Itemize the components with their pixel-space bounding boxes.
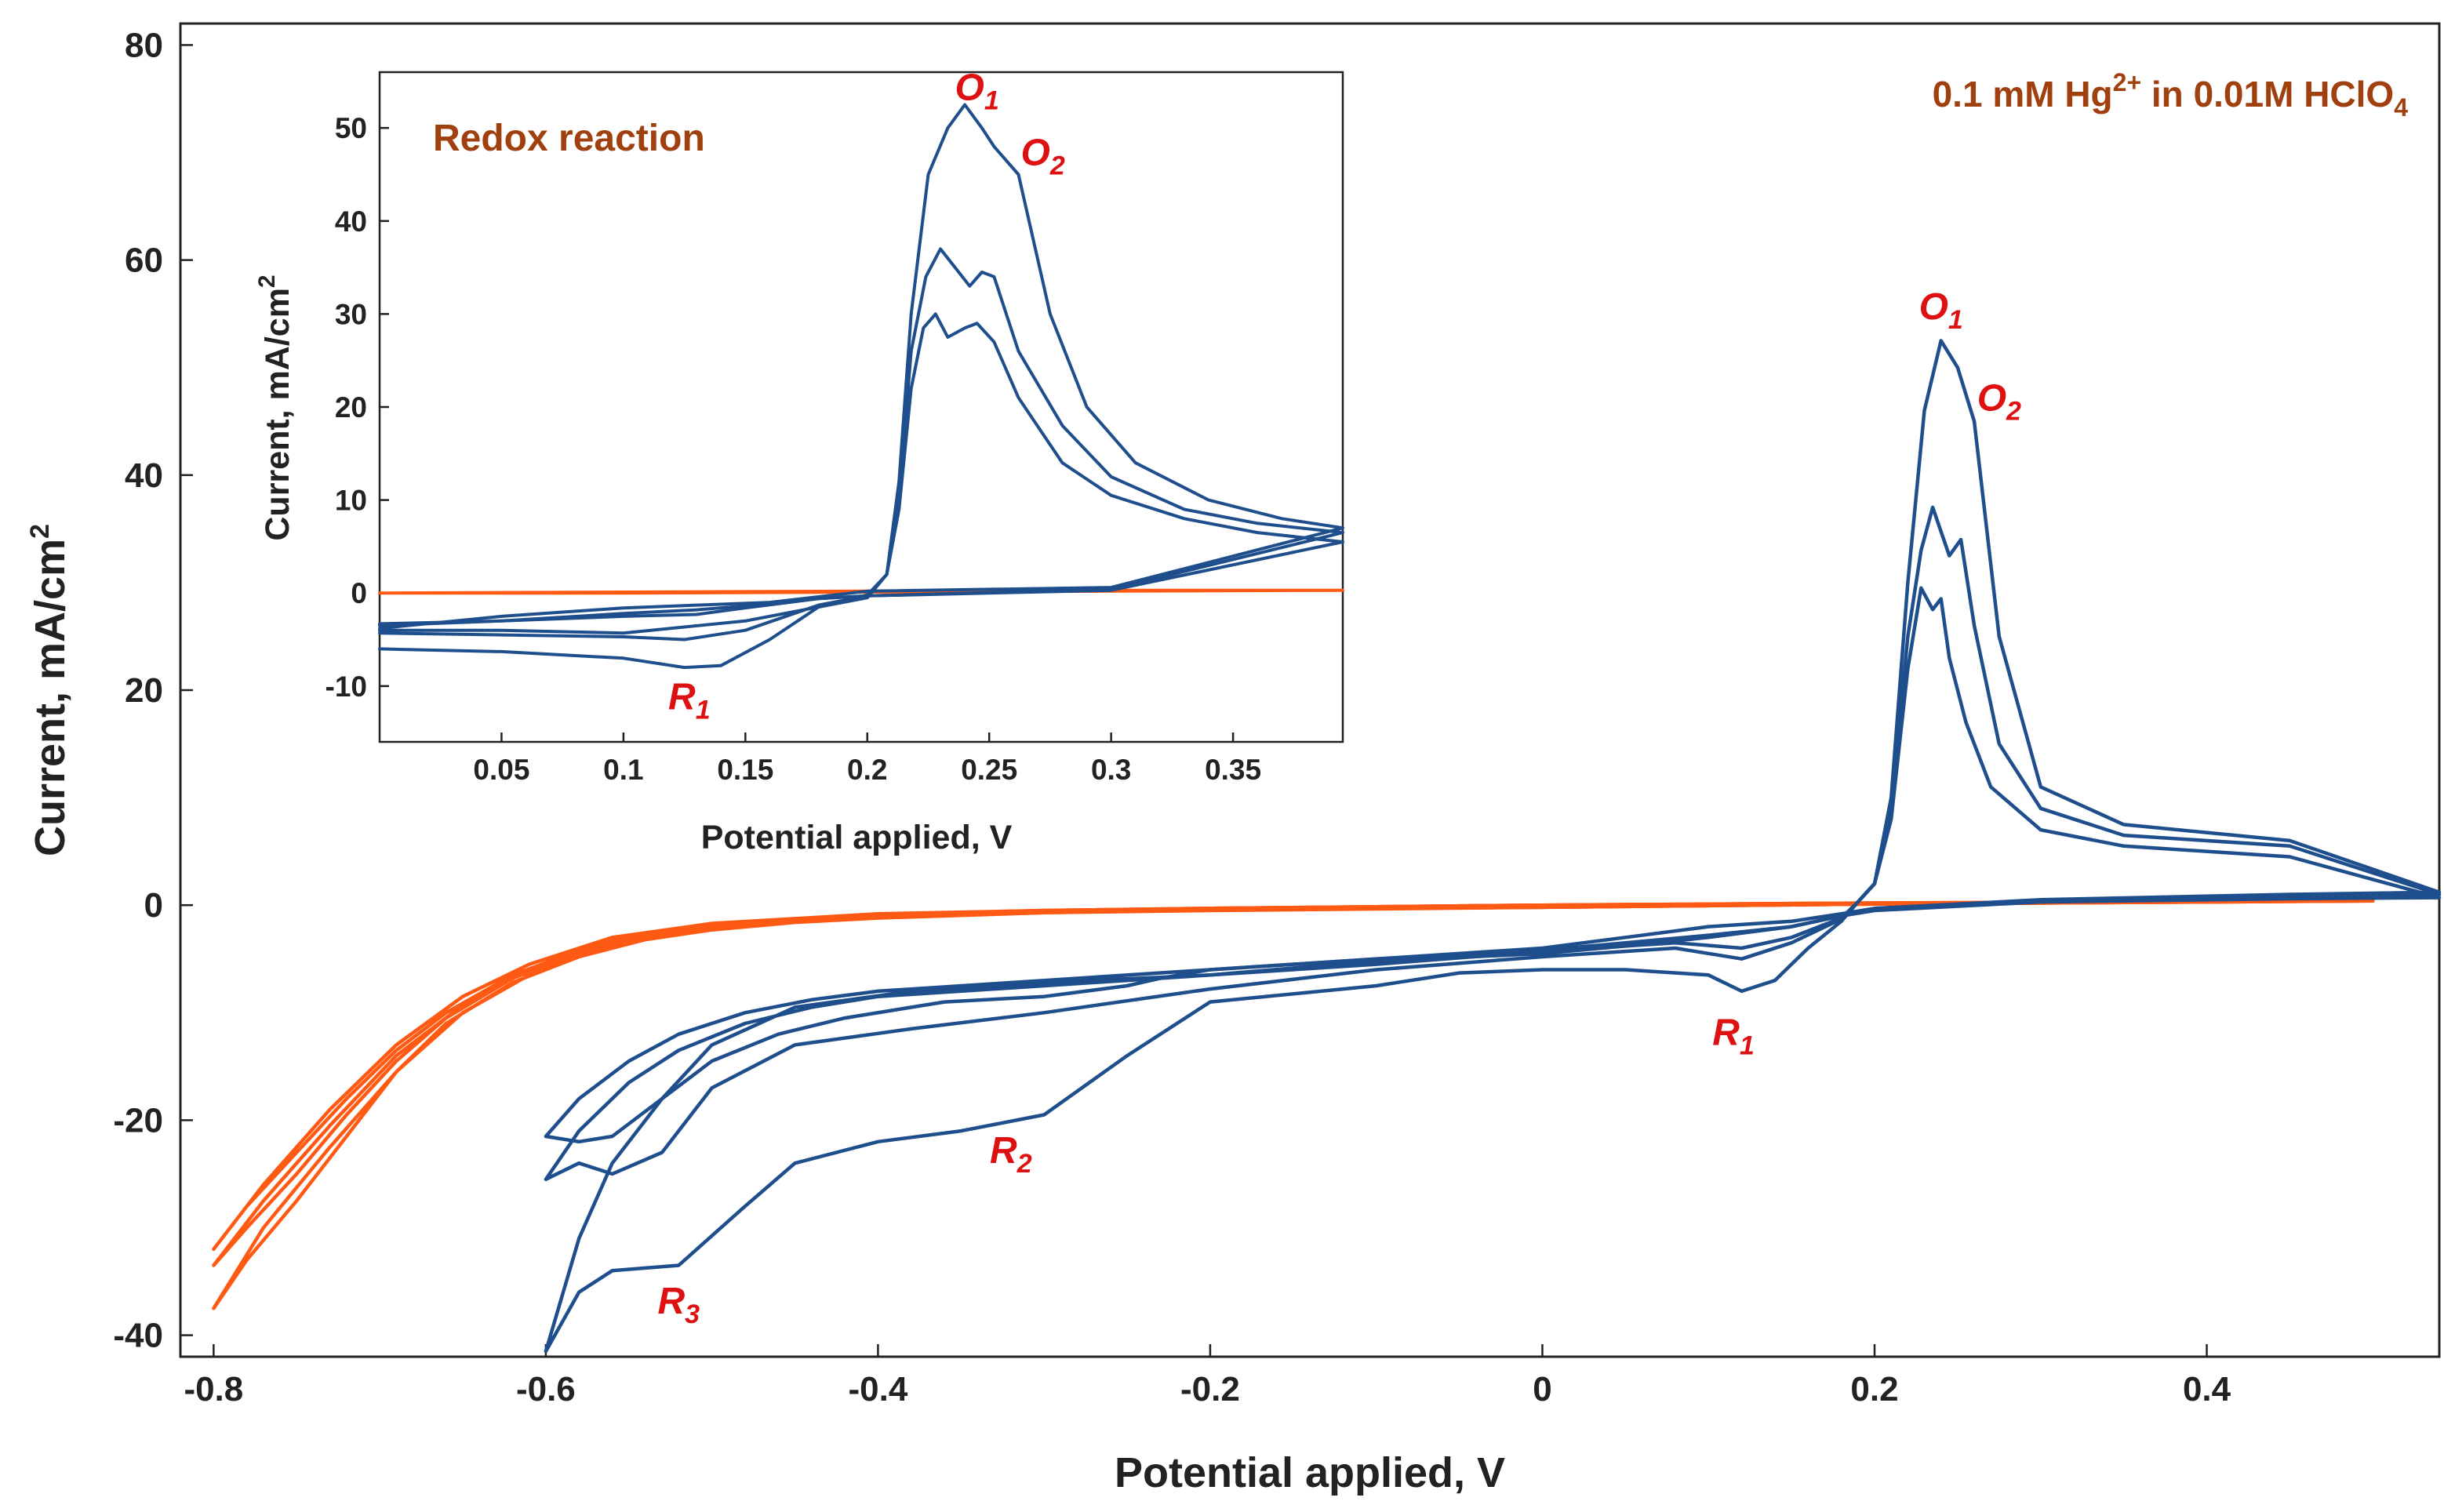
main-y-tick-label: 40 xyxy=(125,456,163,495)
inset-series xyxy=(378,103,1344,670)
condition-annotation: 0.1 mM Hg2+ in 0.01M HClO4 xyxy=(1933,68,2409,122)
inset-ticks: 0.05 0.1 0.15 0.2 0.25 0.3 0.35 -10 0 10 20 30 40 50 xyxy=(326,112,1262,786)
main-y-tick-label: -20 xyxy=(113,1101,163,1139)
main-peak-label: O1 xyxy=(1919,286,1963,335)
inset-y-axis-label: Current, mA/cm2 xyxy=(254,274,296,540)
inset-y-tick-label: 20 xyxy=(335,391,367,423)
inset-series-inset-blue-3 xyxy=(378,103,1344,670)
main-y-axis-label-text: Current, mA/cm xyxy=(27,539,74,856)
main-series-orange-cycle-2 xyxy=(212,899,2375,1267)
inset-x-tick-label: 0.2 xyxy=(847,754,887,786)
main-series xyxy=(212,339,2442,1354)
inset-peak-label: O1 xyxy=(955,67,999,116)
inset-series-inset-orange xyxy=(378,588,1344,595)
inset-title: Redox reaction xyxy=(433,118,705,159)
condition-annotation-base: 0.1 mM Hg xyxy=(1933,74,2113,114)
main-y-tick-label: 60 xyxy=(125,242,163,280)
inset-background xyxy=(380,72,1343,742)
main-y-tick-label: -40 xyxy=(113,1317,163,1355)
main-x-tick-label: 0 xyxy=(1533,1370,1551,1408)
main-series-orange-cycle-1 xyxy=(212,899,2375,1252)
inset-y-tick-label: 30 xyxy=(335,298,367,330)
condition-annotation-sub: 4 xyxy=(2394,93,2408,122)
main-x-axis-label: Potential applied, V xyxy=(1115,1449,1505,1496)
inset-x-tick-label: 0.05 xyxy=(473,754,529,786)
main-peak-labels: O1 O2 R1 R2 R3 xyxy=(657,286,2021,1329)
inset-y-tick-label: 50 xyxy=(335,112,367,144)
condition-annotation-sup: 2+ xyxy=(2113,68,2141,96)
inset-y-tick-label: 10 xyxy=(335,485,367,517)
main-y-axis-label: Current, mA/cm2 xyxy=(25,524,74,856)
main-x-tick-label: 0.4 xyxy=(2183,1370,2231,1408)
main-x-tick-label: -0.2 xyxy=(1180,1370,1240,1408)
main-y-tick-label: 20 xyxy=(125,671,163,710)
main-x-tick-label: -0.6 xyxy=(516,1370,576,1408)
main-y-tick-label: 0 xyxy=(144,886,163,925)
inset-y-tick-label: 0 xyxy=(351,577,367,609)
condition-annotation-mid: in 0.01M HClO xyxy=(2141,74,2394,114)
main-x-tick-label: -0.4 xyxy=(848,1370,907,1408)
inset-peak-labels: O1 O2 R1 xyxy=(668,67,1065,725)
inset-series-inset-blue-2 xyxy=(378,247,1344,642)
main-y-tick-label: 80 xyxy=(125,26,163,64)
main-peak-label: R1 xyxy=(1712,1012,1755,1060)
inset-y-tick-label: -10 xyxy=(326,671,367,703)
inset-y-tick-label: 40 xyxy=(335,205,367,238)
inset-y-axis-label-text: Current, mA/cm xyxy=(259,288,296,541)
main-peak-label: R2 xyxy=(990,1130,1032,1179)
main-peak-label: O2 xyxy=(1977,378,2021,427)
inset-peak-label: R1 xyxy=(668,676,711,725)
inset-x-tick-label: 0.25 xyxy=(961,754,1017,786)
main-x-tick-label: -0.8 xyxy=(184,1370,243,1408)
inset-x-tick-label: 0.1 xyxy=(603,754,643,786)
inset-x-tick-label: 0.35 xyxy=(1205,754,1261,786)
inset-x-tick-label: 0.3 xyxy=(1091,754,1131,786)
inset-peak-label: O2 xyxy=(1020,133,1064,181)
inset-x-tick-label: 0.15 xyxy=(717,754,773,786)
main-x-tick-label: 0.2 xyxy=(1850,1370,1898,1408)
main-series-blue-cycle-3 xyxy=(544,339,2442,1354)
main-peak-label: R3 xyxy=(657,1281,700,1329)
inset-y-axis-label-sup: 2 xyxy=(254,274,280,288)
inset-x-axis-label: Potential applied, V xyxy=(701,819,1013,856)
main-y-axis-label-sup: 2 xyxy=(25,524,55,539)
